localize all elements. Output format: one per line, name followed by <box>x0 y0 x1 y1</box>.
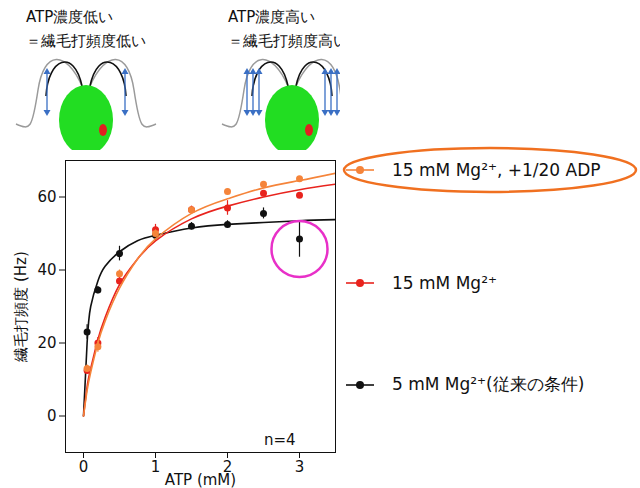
svg-text:＝繊毛打頻度高い: ＝繊毛打頻度高い <box>228 32 340 50</box>
html-text:15 mM Mg²⁺, +1/20 ADP: 15 mM Mg²⁺, +1/20 ADP <box>392 160 601 180</box>
svg-text:3: 3 <box>295 458 305 476</box>
html-text:5 mM Mg²⁺(従来の条件): 5 mM Mg²⁺(従来の条件) <box>392 374 585 394</box>
svg-text:0: 0 <box>47 407 57 425</box>
svg-text:ATP濃度高い: ATP濃度高い <box>228 8 315 26</box>
svg-text:20: 20 <box>37 334 56 352</box>
svg-text:0: 0 <box>79 458 89 476</box>
svg-text:ATP (mM): ATP (mM) <box>165 471 236 488</box>
svg-text:n=4: n=4 <box>264 431 296 449</box>
svg-text:40: 40 <box>37 261 56 279</box>
svg-text:繊毛打頻度 (Hz): 繊毛打頻度 (Hz) <box>12 251 30 363</box>
html-text:15 mM Mg²⁺: 15 mM Mg²⁺ <box>392 273 497 293</box>
svg-text:2: 2 <box>222 458 233 477</box>
svg-text:＝繊毛打頻度低い: ＝繊毛打頻度低い <box>26 32 146 50</box>
svg-text:ATP濃度低い: ATP濃度低い <box>26 8 113 26</box>
svg-text:1: 1 <box>151 458 161 476</box>
svg-text:60: 60 <box>37 188 56 206</box>
